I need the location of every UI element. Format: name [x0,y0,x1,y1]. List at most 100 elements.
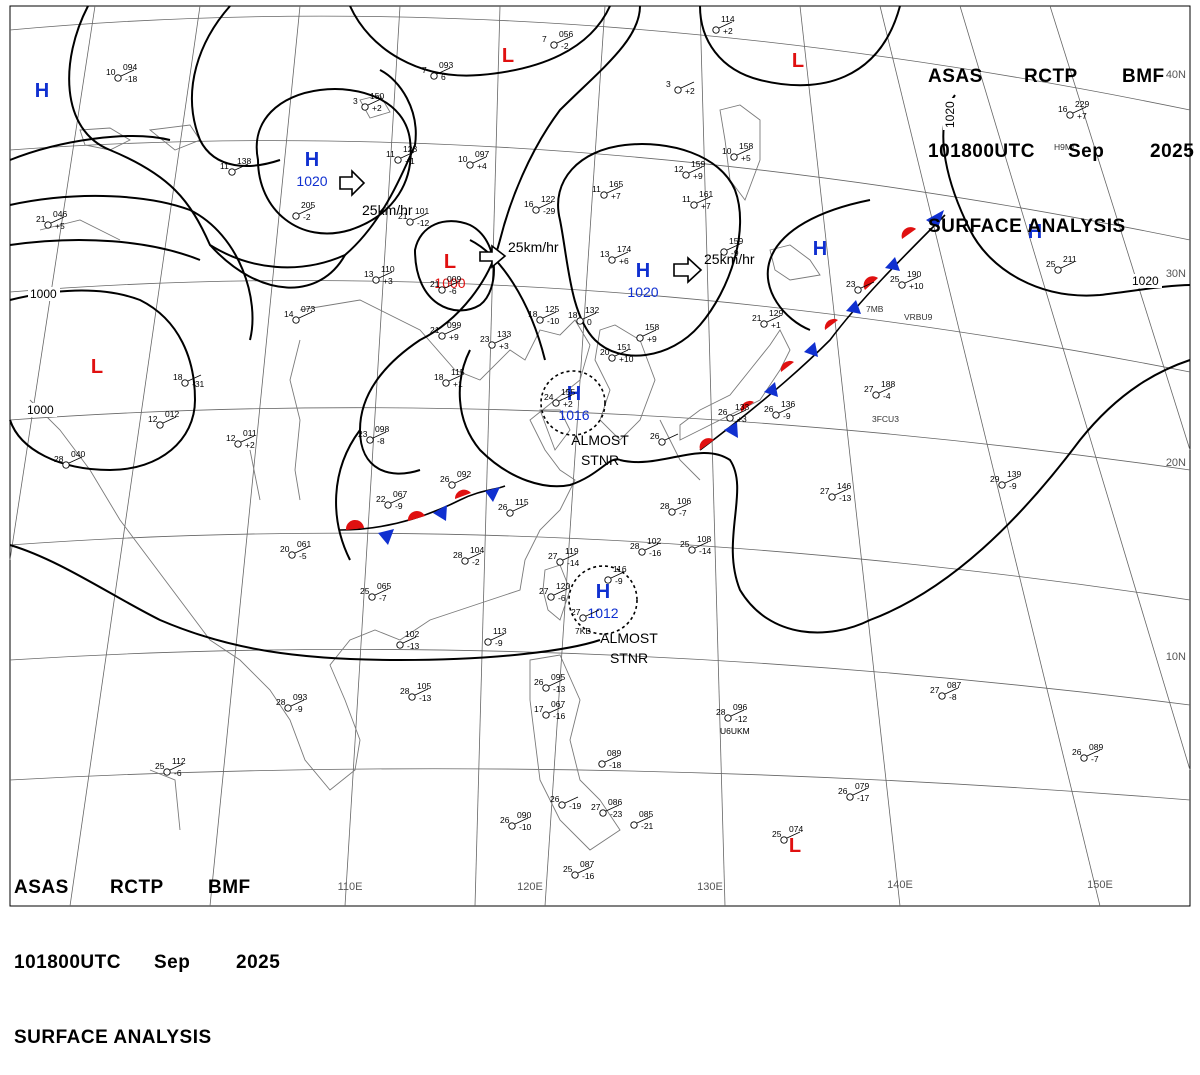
station-circle-icon [384,501,392,509]
ship-callsign: VRBU9 [904,312,933,322]
station-pressure: 159 [691,159,705,169]
station-pressure: 102 [405,629,419,639]
station-temperature: 25 [680,539,690,549]
station-circle-icon [536,316,544,324]
station-tendency: +3 [383,276,393,286]
station-circle-icon [406,218,414,226]
station-plot: 18 115 +1 [434,367,465,389]
station-temperature: 28 [716,707,726,717]
wind-barb-icon [187,374,202,382]
wind-barb-icon [444,281,459,289]
wind-barb-icon [736,148,751,156]
isobar-label: 1000 [30,287,57,301]
station-circle-icon [292,212,300,220]
station-plot: 26 115 [498,497,529,517]
station-tendency: -5 [299,551,307,561]
station-temperature: 13 [600,249,610,259]
station-plot: 17 067 -16 [534,699,566,721]
station-tendency: -18 [609,760,622,770]
station-circle-icon [571,871,579,879]
wind-barb-icon [390,496,405,504]
station-pressure: 009 [447,274,461,284]
station-temperature: 25 [772,829,782,839]
station-pressure: 158 [645,322,659,332]
station-pressure: 136 [781,399,795,409]
wind-barb-icon [290,699,305,707]
station-temperature: 16 [524,199,534,209]
station-circle-icon [668,508,676,516]
agency-label: ASAS [928,66,983,87]
station-circle-icon [1054,266,1062,274]
station-circle-icon [828,493,836,501]
wind-barb-icon [852,788,867,796]
station-temperature: 24 [544,392,554,402]
station-circle-icon [228,168,236,176]
station-tendency: -13 [407,641,420,651]
station-plot: 23 [846,279,875,294]
motion-arrow-icon [479,244,507,269]
station-temperature: 27 [539,586,549,596]
wind-barb-icon [680,81,695,89]
station-circle-icon [361,103,369,111]
wind-barb-icon [402,636,417,644]
station-plot: 085-21 [630,809,654,831]
station-tendency: +2 [723,26,733,36]
isobar-label: 1020 [1132,274,1159,288]
wind-barb-icon [585,609,600,617]
station-label: RCTP [1024,66,1078,87]
wind-barb-icon [548,706,563,714]
station-plot: 26 133 +3 [718,402,749,424]
station-temperature: 26 [550,794,560,804]
station-circle-icon [638,548,646,556]
office-label: BMF [1122,66,1165,87]
motion-arrows [339,169,703,284]
product-label: SURFACE ANALYSIS [14,1027,212,1048]
station-temperature: 28 [276,697,286,707]
wind-barb-icon [298,311,313,319]
wind-barb-icon [834,488,849,496]
station-tendency: -16 [649,548,662,558]
station-temperature: 27 [571,607,581,617]
station-tendency: -9 [495,638,503,648]
high-pressure-center: H 1016 ALMOST STNR [558,383,629,468]
longitude-label: 120E [517,881,543,893]
station-tendency: +9 [693,171,703,181]
station-tendency: -9 [1009,481,1017,491]
wind-barb-icon [732,409,747,417]
high-pressure-center: H [35,80,49,102]
station-circle-icon [488,341,496,349]
wind-barb-icon [120,69,135,77]
station-pressure: 150 [370,91,384,101]
station-circle-icon [284,704,292,712]
system-letter: L [91,356,103,378]
station-temperature: 17 [534,704,544,714]
high-pressure-center: H [813,238,827,260]
station-plot: 25 211 [1046,254,1077,274]
station-circle-icon [484,638,492,646]
wind-barb-icon [240,435,255,443]
station-temperature: 20 [280,544,290,554]
station-circle-icon [542,684,550,692]
station-pressure: 086 [608,797,622,807]
station-plot: 11 138 [220,156,251,176]
station-pressure: 093 [293,692,307,702]
station-temperature: 11 [386,149,395,159]
motion-label: 25km/hr [704,251,755,267]
wind-barb-icon [614,349,629,357]
isobar-label: 1000 [27,403,54,417]
station-plot: 25 108 -14 [680,534,712,556]
station-tendency: -9 [395,501,403,511]
station-pressure: 104 [470,545,484,555]
station-tendency: +6 [619,256,629,266]
station-plot: 21 129 +1 [752,308,783,330]
station-temperature: 28 [400,686,410,696]
latitude-label: 30N [1166,268,1186,280]
station-pressure: 115 [451,367,465,377]
station-pressure: 061 [297,539,311,549]
wind-barb-icon [718,21,733,29]
station-tendency: -2 [561,41,569,51]
wind-barb-icon [367,98,382,106]
station-temperature: 23 [480,334,490,344]
